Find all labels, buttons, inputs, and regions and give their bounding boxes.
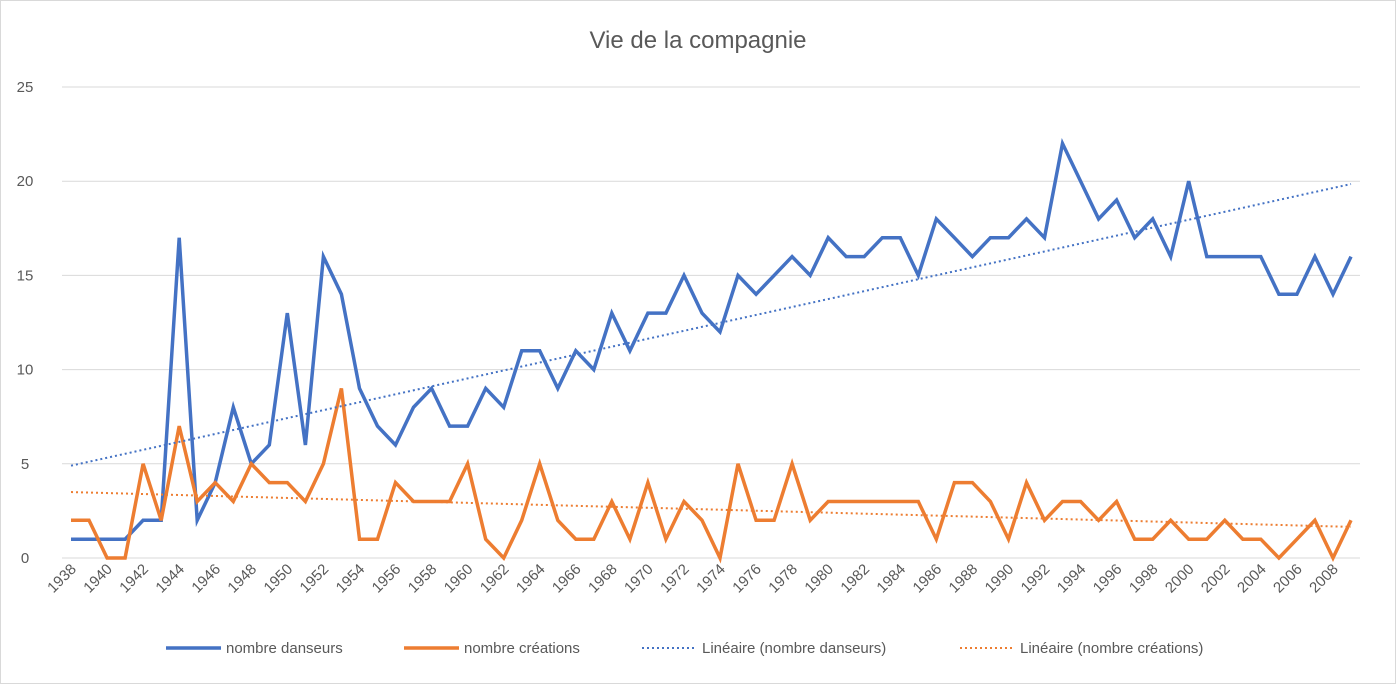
trendline-2 [70,491,1352,528]
y-tick-label: 20 [17,173,34,190]
x-tick-label: 2002 [1198,561,1234,597]
x-tick-label: 1960 [441,561,477,597]
x-tick-label: 1940 [80,561,116,597]
gridlines [62,86,1360,559]
legend-label: Linéaire (nombre danseurs) [702,640,886,657]
x-tick-label: 1980 [801,561,837,597]
y-tick-label: 0 [21,550,29,567]
x-tick-label: 1956 [369,561,405,597]
x-tick-label: 1958 [405,561,441,597]
y-tick-label: 10 [17,362,34,379]
x-tick-label: 2004 [1234,561,1270,597]
x-tick-label: 1970 [621,561,657,597]
x-tick-label: 1968 [585,561,621,597]
y-tick-label: 25 [17,79,34,96]
series-line-2 [71,387,1353,564]
x-tick-label: 1966 [549,561,585,597]
x-tick-label: 1962 [477,561,513,597]
chart-title: Vie de la compagnie [589,27,807,54]
x-tick-label: 1984 [873,561,909,597]
x-tick-label: 1992 [1018,561,1054,597]
x-tick-label: 1938 [44,561,80,597]
x-tick-label: 1944 [152,561,188,597]
series-line-1 [71,137,1353,541]
x-tick-label: 1976 [729,561,765,597]
x-tick-label: 1990 [982,561,1018,597]
trendline-1 [70,183,1352,467]
x-tick-label: 1982 [837,561,873,597]
series-lines [70,137,1353,564]
x-tick-label: 1954 [333,561,369,597]
legend-label: Linéaire (nombre créations) [1020,640,1203,657]
x-tick-label: 1948 [224,561,260,597]
x-tick-label: 2008 [1306,561,1342,597]
x-tick-label: 1964 [513,561,549,597]
x-tick-label: 1996 [1090,561,1126,597]
legend-label: nombre créations [464,640,580,657]
x-tick-label: 2000 [1162,561,1198,597]
y-tick-label: 5 [21,456,29,473]
x-tick-label: 1950 [261,561,297,597]
x-tick-label: 1942 [116,561,152,597]
y-tick-label: 15 [17,267,34,284]
x-tick-label: 1978 [765,561,801,597]
x-tick-label: 1986 [910,561,946,597]
x-tick-label: 1998 [1126,561,1162,597]
x-tick-label: 1988 [946,561,982,597]
x-tick-label: 1952 [297,561,333,597]
x-tick-label: 1974 [693,561,729,597]
y-axis-tick-labels: 0 5 10 15 20 25 [17,79,34,567]
legend: nombre danseurs nombre créations Linéaire … [166,640,1203,657]
x-tick-label: 1946 [188,561,224,597]
legend-label: nombre danseurs [226,640,343,657]
x-axis-tick-labels: 1938 1940 1942 1944 1946 1948 1950 1952 1954 1956… [44,561,1342,597]
x-tick-label: 1972 [657,561,693,597]
x-tick-label: 2006 [1270,561,1306,597]
x-tick-label: 1994 [1054,561,1090,597]
